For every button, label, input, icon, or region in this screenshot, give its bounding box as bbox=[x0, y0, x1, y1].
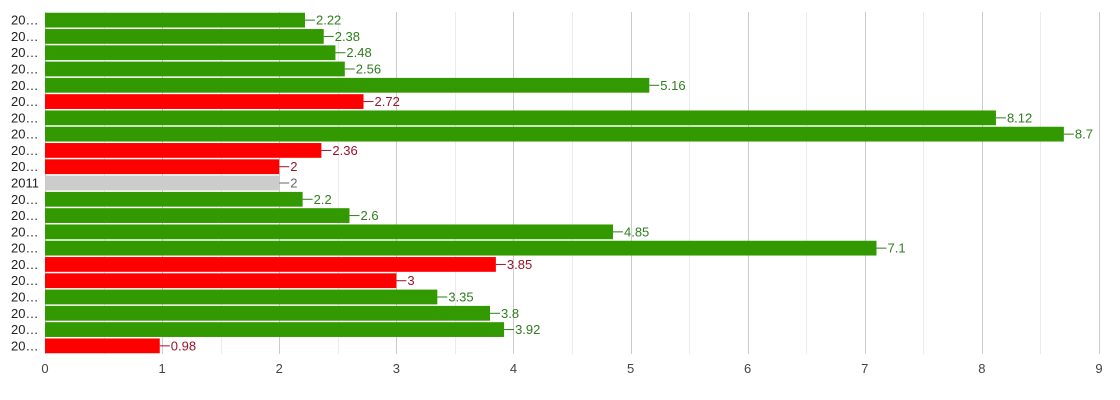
bar-down bbox=[45, 338, 160, 354]
bar-down bbox=[45, 159, 280, 175]
bar-up bbox=[45, 12, 305, 28]
x-tick-label: 2 bbox=[276, 361, 283, 376]
category-label: 20… bbox=[11, 29, 38, 44]
data-label: 7.1 bbox=[887, 241, 905, 256]
data-label: 3.92 bbox=[515, 322, 540, 337]
category-label: 20… bbox=[11, 13, 38, 28]
x-tick-label: 6 bbox=[744, 361, 751, 376]
data-label: 2.6 bbox=[360, 208, 378, 223]
bar-up bbox=[45, 289, 438, 305]
x-tick-label: 8 bbox=[978, 361, 985, 376]
data-label: 2.48 bbox=[346, 45, 371, 60]
category-label: 20… bbox=[11, 159, 38, 174]
category-label: 20… bbox=[11, 94, 38, 109]
bar-up bbox=[45, 240, 877, 256]
data-label: 2.22 bbox=[316, 13, 341, 28]
data-label: 2 bbox=[290, 159, 297, 174]
category-label: 20… bbox=[11, 224, 38, 239]
bar-up bbox=[45, 191, 303, 207]
category-label: 20… bbox=[11, 127, 38, 142]
data-label: 2.38 bbox=[335, 29, 360, 44]
x-axis-tick-labels: 0 1 2 3 4 5 6 7 8 9 bbox=[41, 361, 1102, 376]
category-label: 20… bbox=[11, 241, 38, 256]
category-label: 20… bbox=[11, 45, 38, 60]
category-label: 20… bbox=[11, 273, 38, 288]
x-tick-label: 5 bbox=[627, 361, 634, 376]
bar-up bbox=[45, 61, 345, 77]
category-label: 20… bbox=[11, 257, 38, 272]
category-label: 20… bbox=[11, 192, 38, 207]
bar-up bbox=[45, 110, 996, 126]
data-label: 8.12 bbox=[1007, 110, 1032, 125]
bar-up bbox=[45, 305, 491, 321]
bar-up bbox=[45, 322, 505, 337]
x-tick-label: 9 bbox=[1095, 361, 1102, 376]
data-label: 3.35 bbox=[448, 290, 473, 305]
data-label: 3 bbox=[407, 273, 414, 288]
bar-down bbox=[45, 94, 364, 109]
category-label: 20… bbox=[11, 78, 38, 93]
x-tick-label: 3 bbox=[393, 361, 400, 376]
bar-up bbox=[45, 29, 324, 44]
data-label: 4.85 bbox=[624, 224, 649, 239]
data-label: 2.56 bbox=[356, 62, 381, 77]
data-label: 3.85 bbox=[507, 257, 532, 272]
x-tick-label: 7 bbox=[861, 361, 868, 376]
bars: 2.222.382.48 2.56 5.16 2.72 8.12 8.7 2.36 2 2 2.2… bbox=[45, 12, 1093, 354]
bar-up bbox=[45, 77, 650, 93]
data-label: 5.16 bbox=[660, 78, 685, 93]
data-label: 2.36 bbox=[332, 143, 357, 158]
category-labels: 20…20…20…20…20…20…20…20…20…20…201120…20…… bbox=[11, 13, 39, 354]
category-label: 20… bbox=[11, 208, 38, 223]
category-label: 20… bbox=[11, 62, 38, 77]
bar-up bbox=[45, 208, 350, 223]
x-tick-label: 1 bbox=[158, 361, 165, 376]
bar-up bbox=[45, 224, 613, 240]
bar-down bbox=[45, 257, 496, 272]
data-label: 0.98 bbox=[171, 338, 196, 353]
bar-down bbox=[45, 143, 322, 158]
data-label: 2.2 bbox=[314, 192, 332, 207]
category-label: 2011 bbox=[11, 176, 39, 191]
bar-down bbox=[45, 273, 397, 289]
data-label: 3.8 bbox=[501, 306, 519, 321]
data-label: 2.72 bbox=[375, 94, 400, 109]
bar-up bbox=[45, 126, 1064, 142]
category-label: 20… bbox=[11, 290, 38, 305]
category-label: 20… bbox=[11, 322, 38, 337]
x-tick-label: 4 bbox=[510, 361, 517, 376]
data-label: 2 bbox=[290, 176, 297, 191]
bar-up bbox=[45, 45, 336, 61]
bar-neutral bbox=[45, 175, 280, 191]
data-label: 8.7 bbox=[1075, 127, 1093, 142]
x-tick-label: 0 bbox=[41, 361, 48, 376]
category-label: 20… bbox=[11, 338, 38, 353]
category-label: 20… bbox=[11, 143, 38, 158]
category-label: 20… bbox=[11, 306, 38, 321]
category-label: 20… bbox=[11, 110, 38, 125]
